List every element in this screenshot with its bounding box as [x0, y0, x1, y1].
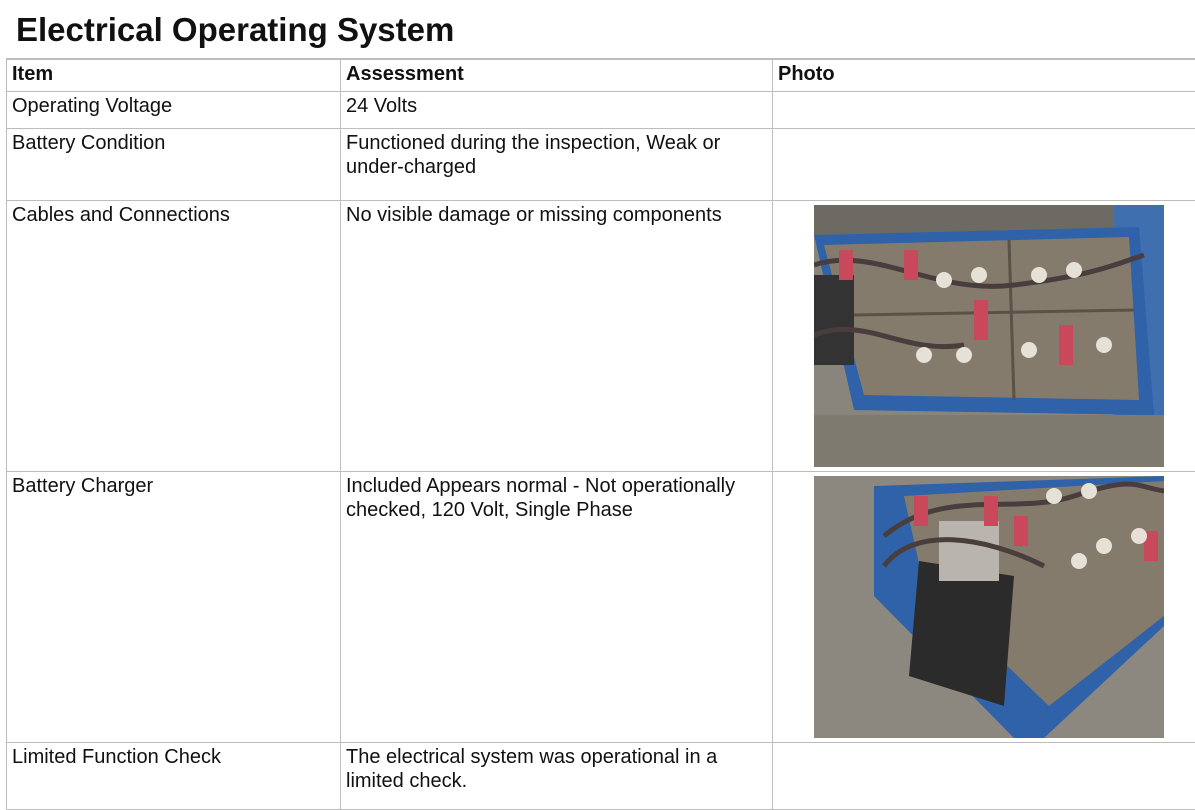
row: Operating Voltage 24 Volts [7, 92, 1195, 129]
cell: Battery Condition [7, 129, 341, 201]
section: Electrical Operating System Item Assessm… [6, 0, 1195, 810]
cell: Cables and Connections [7, 201, 341, 472]
row: Cables and Connections No visible damage… [7, 201, 1195, 472]
cell: Functioned during the inspection, Weak o… [341, 129, 773, 201]
column-header: Photo [773, 60, 1195, 92]
photo [814, 476, 1164, 738]
cell [773, 129, 1195, 201]
cell-text: 24 Volts [346, 94, 764, 118]
cell-text: Included Appears normal - Not operationa… [346, 474, 764, 522]
row: Battery Condition Functioned during the … [7, 129, 1195, 201]
cell: Included Appears normal - Not operationa… [341, 472, 773, 743]
cell-text: The electrical system was operational in… [346, 745, 764, 793]
column-header: Item [7, 60, 341, 92]
cell-text: Functioned during the inspection, Weak o… [346, 131, 764, 179]
table: Item Assessment Photo Operating Voltage … [6, 59, 1195, 810]
photo [814, 205, 1164, 467]
cell: Limited Function Check [7, 743, 341, 810]
cell: The electrical system was operational in… [341, 743, 773, 810]
cell: 24 Volts [341, 92, 773, 129]
section-title: Electrical Operating System [6, 0, 1195, 59]
cell [773, 743, 1195, 810]
cell: No visible damage or missing components [341, 201, 773, 472]
cell [773, 472, 1195, 743]
cell [773, 201, 1195, 472]
header-row: Item Assessment Photo [7, 60, 1195, 92]
row: Battery Charger Included Appears normal … [7, 472, 1195, 743]
cell: Operating Voltage [7, 92, 341, 129]
cell: Battery Charger [7, 472, 341, 743]
row: Limited Function Check The electrical sy… [7, 743, 1195, 810]
cell-text: No visible damage or missing components [346, 203, 764, 227]
column-header: Assessment [341, 60, 773, 92]
cell [773, 92, 1195, 129]
